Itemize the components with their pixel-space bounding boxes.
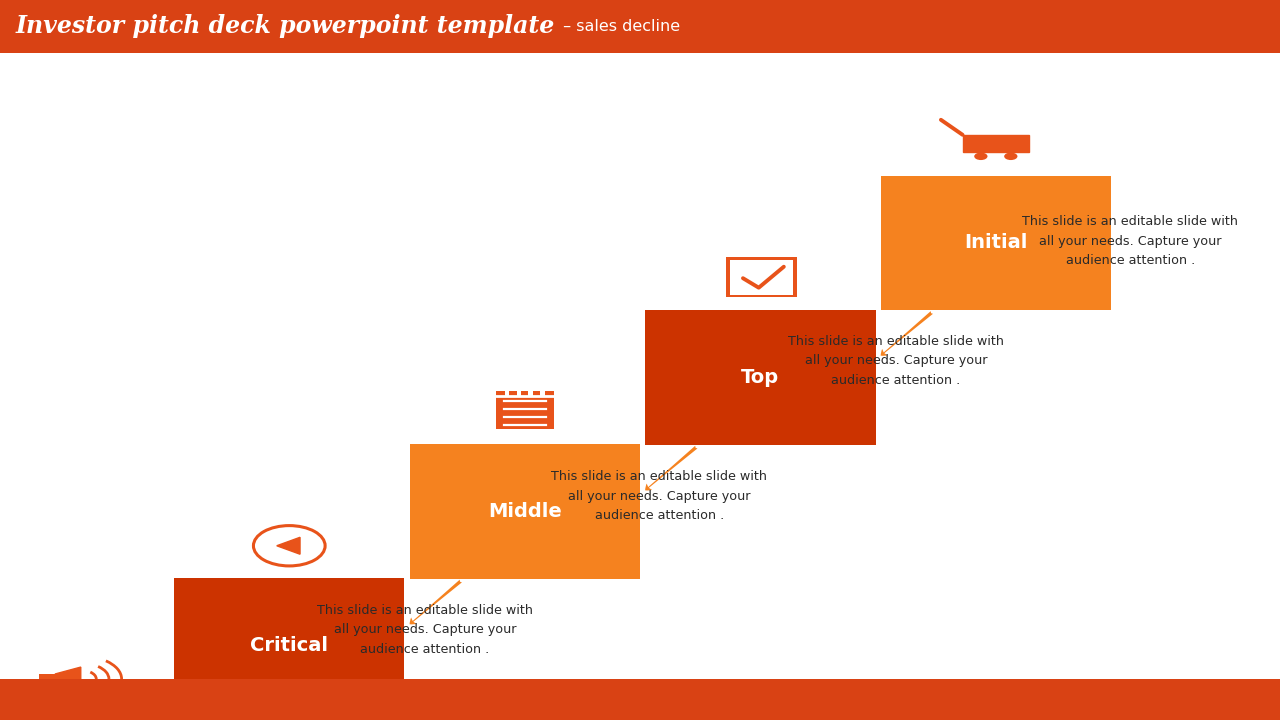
Bar	[731, 260, 792, 294]
Polygon shape	[276, 537, 300, 554]
Bar	[881, 176, 1111, 310]
Text: This slide is an editable slide with
all your needs. Capture your
audience atten: This slide is an editable slide with all…	[1023, 215, 1238, 267]
Polygon shape	[963, 135, 1029, 152]
Text: This slide is an editable slide with
all your needs. Capture your
audience atten: This slide is an editable slide with all…	[788, 335, 1004, 387]
Bar	[410, 444, 640, 579]
Bar	[38, 674, 55, 684]
Bar	[645, 310, 876, 445]
Text: Investor pitch deck powerpoint template: Investor pitch deck powerpoint template	[15, 14, 554, 38]
Bar	[0, 0, 1280, 53]
Bar	[495, 391, 553, 429]
Text: This slide is an editable slide with
all your needs. Capture your
audience atten: This slide is an editable slide with all…	[317, 604, 532, 656]
Circle shape	[974, 153, 988, 160]
Bar	[0, 711, 169, 720]
Text: This slide is an editable slide with
all your needs. Capture your
audience atten: This slide is an editable slide with all…	[552, 470, 767, 522]
Text: – sales decline: – sales decline	[558, 19, 680, 34]
Bar	[174, 578, 404, 713]
Bar	[529, 390, 532, 396]
Text: Top: Top	[741, 368, 780, 387]
Bar	[517, 390, 521, 396]
Bar	[506, 390, 509, 396]
Text: Critical: Critical	[251, 636, 328, 655]
Polygon shape	[55, 667, 81, 691]
Circle shape	[1004, 153, 1018, 160]
Text: Initial: Initial	[964, 233, 1028, 253]
Bar	[726, 257, 797, 297]
Bar	[540, 390, 545, 396]
Bar	[0, 679, 1280, 720]
Text: Middle: Middle	[488, 502, 562, 521]
